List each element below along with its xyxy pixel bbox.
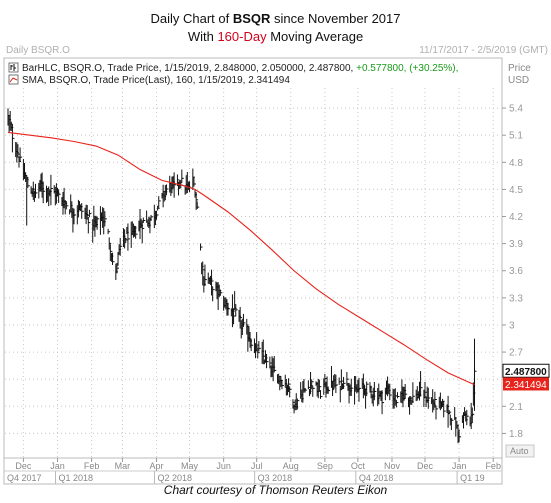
legend-barhlc-text: BarHLC, BSQR.O, Trade Price, 1/15/2019, … bbox=[22, 63, 353, 74]
legend-sma-text: SMA, BSQR.O, Trade Price(Last), 160, 1/1… bbox=[22, 75, 290, 86]
quarter-label: Q1 19 bbox=[460, 473, 485, 483]
x-tick-label: Dec bbox=[15, 461, 32, 471]
x-tick-label: Jul bbox=[251, 461, 263, 471]
sma-legend-icon bbox=[8, 74, 19, 85]
chart-source-caption: Chart courtesy of Thomson Reuters Eikon bbox=[163, 483, 388, 497]
chart-title: Daily Chart of BSQR since November 2017 bbox=[150, 11, 401, 26]
ticker-symbol: BSQR bbox=[232, 11, 271, 26]
last-price-tag bbox=[502, 363, 550, 378]
x-tick-label: Apr bbox=[150, 461, 164, 471]
last-price-value: 2.487800 bbox=[505, 367, 547, 378]
auto-scale-label: Auto bbox=[510, 446, 529, 456]
svg-text:BarHLC, BSQR.O, Trade Price, 1: BarHLC, BSQR.O, Trade Price, 1/15/2019, … bbox=[22, 63, 458, 74]
quarter-label: Q4 2018 bbox=[359, 473, 394, 483]
x-tick-label: May bbox=[181, 461, 199, 471]
sma-period-highlight: 160-Day bbox=[217, 29, 267, 44]
quarter-label: Q4 2017 bbox=[7, 473, 42, 483]
x-axis-quarters: Q4 2017 Q1 2018 Q2 2018 Q3 2018 Q4 2018 Q1 19 bbox=[7, 471, 485, 484]
chart-subtitle: With 160-Day Moving Average bbox=[187, 29, 364, 44]
sma-line bbox=[7, 131, 475, 386]
x-tick-label: Feb bbox=[485, 461, 501, 471]
chart-instrument-label: Daily BSQR.O bbox=[6, 45, 70, 56]
legend-barhlc-change: +0.577800, (+30.25%), bbox=[353, 63, 458, 74]
sma-last-tag bbox=[503, 377, 549, 391]
y-tick-label: 2.1 bbox=[509, 402, 523, 413]
y-tick-label: 3.9 bbox=[509, 239, 523, 250]
y-tick-label: 4.2 bbox=[509, 212, 523, 223]
auto-scale-button[interactable] bbox=[505, 444, 535, 458]
y-tick-label: 2.7 bbox=[509, 348, 523, 359]
y-tick-label: 1.8 bbox=[509, 429, 523, 440]
y-tick-label: 3.3 bbox=[509, 293, 523, 304]
chart-title-block: Daily Chart of BSQR since November 2017 … bbox=[0, 10, 551, 46]
quarter-label: Q1 2018 bbox=[59, 473, 94, 483]
legend-barhlc: BarHLC, BSQR.O, Trade Price, 1/15/2019, … bbox=[8, 62, 458, 74]
x-tick-label: Mar bbox=[115, 461, 131, 471]
y-tick-label: 3.6 bbox=[509, 266, 523, 277]
x-axis-months: Dec Jan Feb Mar Apr May Jun Jul Aug Sep Oct Nov Dec J… bbox=[15, 458, 501, 471]
y-axis-ticks: 5.45.14.84.54.23.93.63.332.72.42.11.8 bbox=[502, 104, 523, 440]
grid-lines bbox=[5, 88, 501, 457]
chart-date-range: 11/17/2017 - 2/5/2019 (GMT) bbox=[419, 45, 548, 56]
hlc-bars bbox=[7, 108, 477, 444]
y-tick-label: 5.1 bbox=[509, 131, 523, 142]
x-tick-label: Feb bbox=[84, 461, 100, 471]
quarter-label: Q3 2018 bbox=[258, 473, 293, 483]
y-tick-label: 4.5 bbox=[509, 185, 523, 196]
last-value-tags: 2.487800 2.341494 bbox=[502, 363, 550, 391]
x-tick-label: Oct bbox=[351, 461, 366, 471]
y-tick-label: 4.8 bbox=[509, 158, 523, 169]
x-tick-label: Nov bbox=[384, 461, 401, 471]
x-tick-label: Jun bbox=[216, 461, 231, 471]
x-tick-label: Jan bbox=[452, 461, 467, 471]
price-axis-label: Price bbox=[508, 63, 531, 74]
x-tick-label: Jan bbox=[50, 461, 65, 471]
x-tick-label: Sep bbox=[317, 461, 333, 471]
currency-axis-label: USD bbox=[508, 75, 529, 86]
quarter-label: Q2 2018 bbox=[158, 473, 193, 483]
legend-sma: SMA, BSQR.O, Trade Price(Last), 160, 1/1… bbox=[8, 74, 290, 86]
sma-last-value: 2.341494 bbox=[505, 380, 547, 391]
x-tick-label: Aug bbox=[283, 461, 299, 471]
sma-line-group bbox=[7, 131, 475, 386]
y-tick-label: 3 bbox=[509, 320, 515, 331]
x-tick-label: Dec bbox=[417, 461, 434, 471]
y-tick-label: 5.4 bbox=[509, 104, 523, 115]
